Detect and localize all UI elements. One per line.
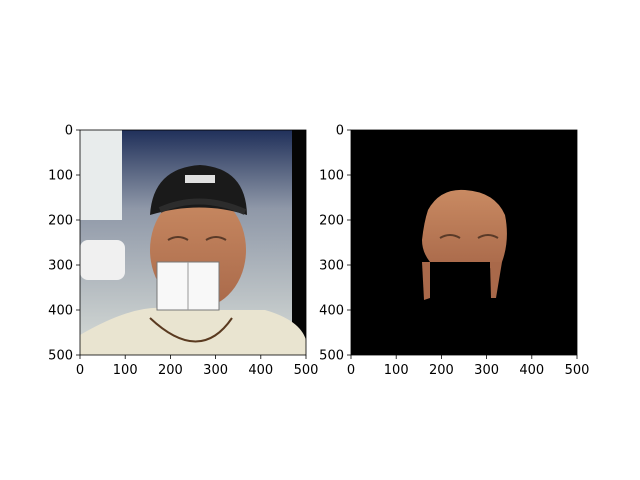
- right-x-tick-label: 300: [474, 363, 499, 378]
- left-y-tick-label: 0: [65, 124, 73, 139]
- right-segmented-face: [351, 130, 577, 355]
- left-x-tick-label: 100: [113, 363, 138, 378]
- right-y-tick-label: 200: [319, 214, 344, 229]
- left-x-tick-label: 500: [294, 363, 319, 378]
- right-y-tick-label: 400: [319, 304, 344, 319]
- right-x-tick-label: 500: [565, 363, 590, 378]
- left-photo: [80, 130, 306, 355]
- right-x-tick-label: 0: [347, 363, 355, 378]
- right-y-tick-label: 500: [319, 349, 344, 364]
- right-y-tick-label: 0: [336, 124, 344, 139]
- left-x-tick-label: 300: [203, 363, 228, 378]
- left-y-tick-label: 100: [48, 169, 73, 184]
- left-y-tick-label: 300: [48, 259, 73, 274]
- left-y-tick-label: 400: [48, 304, 73, 319]
- left-x-tick-label: 400: [248, 363, 273, 378]
- left-y-tick-label: 500: [48, 349, 73, 364]
- right-y-tick-label: 100: [319, 169, 344, 184]
- right-x-tick-label: 400: [519, 363, 544, 378]
- left-x-tick-label: 200: [158, 363, 183, 378]
- right-x-tick-label: 200: [429, 363, 454, 378]
- left-y-tick-label: 200: [48, 214, 73, 229]
- right-y-tick-label: 300: [319, 259, 344, 274]
- right-x-tick-label: 100: [384, 363, 409, 378]
- left-x-tick-label: 0: [76, 363, 84, 378]
